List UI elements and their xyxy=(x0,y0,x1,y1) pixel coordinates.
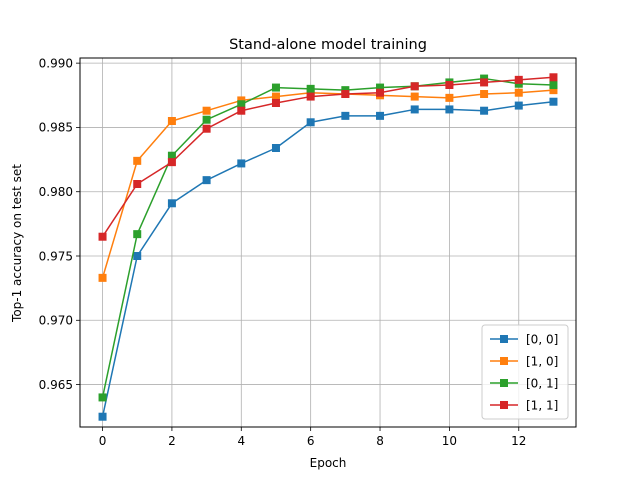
data-point xyxy=(167,199,176,208)
data-point xyxy=(202,124,211,133)
legend-marker xyxy=(500,401,508,409)
legend: [0, 0] [1, 0] [0, 1] [1, 1] xyxy=(481,324,569,420)
y-tick-label: 0.970 xyxy=(39,314,73,328)
data-point xyxy=(480,106,489,115)
data-point xyxy=(549,73,558,82)
data-point xyxy=(514,75,523,84)
data-point xyxy=(98,412,107,421)
data-point xyxy=(98,232,107,241)
legend-item: [1, 0] xyxy=(490,354,558,368)
plot-frame xyxy=(79,57,577,428)
data-point xyxy=(133,156,142,165)
data-point xyxy=(237,159,246,168)
data-point xyxy=(445,105,454,114)
data-point xyxy=(202,106,211,115)
legend-marker xyxy=(500,335,508,343)
y-tick-label: 0.965 xyxy=(39,378,73,392)
data-point xyxy=(445,81,454,89)
y-tick-label: 0.980 xyxy=(39,185,73,199)
data-point xyxy=(237,100,246,109)
data-point xyxy=(410,92,419,101)
series-line xyxy=(101,89,554,279)
legend-label: [1, 1] xyxy=(526,398,558,412)
data-point xyxy=(549,81,558,89)
data-point xyxy=(202,176,211,185)
data-point xyxy=(271,92,280,101)
data-point xyxy=(167,117,176,125)
data-point xyxy=(549,97,558,106)
legend-label: [1, 0] xyxy=(526,354,558,368)
x-tick-label: 0 xyxy=(99,434,107,448)
data-point xyxy=(271,144,280,152)
data-point xyxy=(341,111,350,120)
legend-box xyxy=(481,324,569,420)
legend-item: [0, 0] xyxy=(490,332,558,346)
x-tick-label: 6 xyxy=(307,434,315,448)
data-point xyxy=(514,101,523,110)
x-axis-label: Epoch xyxy=(310,456,347,470)
legend-item: [1, 1] xyxy=(490,398,558,412)
y-tick-label: 0.985 xyxy=(39,121,73,135)
series-layer xyxy=(98,73,558,421)
data-point xyxy=(480,78,489,87)
data-point xyxy=(306,92,315,101)
data-point xyxy=(271,99,280,107)
data-point xyxy=(133,230,142,239)
data-point xyxy=(376,83,385,92)
data-point xyxy=(376,88,385,97)
data-point xyxy=(98,273,107,282)
data-point xyxy=(167,151,176,160)
x-tick-label: 12 xyxy=(511,434,526,448)
y-axis: 0.965 0.970 0.975 0.980 0.985 0.990 xyxy=(39,56,80,392)
data-point xyxy=(410,82,419,91)
data-point xyxy=(237,106,246,115)
x-tick-label: 2 xyxy=(168,434,176,448)
data-point xyxy=(410,105,419,114)
x-tick-label: 10 xyxy=(442,434,457,448)
data-point xyxy=(445,93,454,102)
data-point xyxy=(133,252,142,260)
series-line xyxy=(101,77,554,398)
legend-item: [0, 1] xyxy=(490,376,558,390)
data-point xyxy=(306,118,315,127)
data-point xyxy=(202,115,211,124)
data-point xyxy=(271,83,280,92)
x-tick-label: 4 xyxy=(237,434,245,448)
legend-marker xyxy=(500,379,508,387)
data-point xyxy=(341,90,350,98)
data-point xyxy=(133,180,142,188)
y-tick-label: 0.975 xyxy=(39,249,73,263)
series-line xyxy=(101,76,554,238)
series-line xyxy=(101,100,554,417)
data-point xyxy=(376,111,385,120)
x-axis: 0 2 4 6 8 10 12 xyxy=(99,427,526,448)
legend-label: [0, 0] xyxy=(526,332,558,346)
y-axis-label: Top-1 accuracy on test set xyxy=(10,164,24,323)
data-point xyxy=(549,86,558,95)
series-4 xyxy=(98,73,558,241)
data-point xyxy=(480,90,489,98)
x-tick-label: 8 xyxy=(376,434,384,448)
chart-title: Stand-alone model training xyxy=(229,37,427,53)
data-point xyxy=(98,393,107,402)
series-1 xyxy=(98,97,558,421)
legend-marker xyxy=(500,357,508,365)
legend-label: [0, 1] xyxy=(526,376,558,390)
y-tick-label: 0.990 xyxy=(39,56,73,70)
data-point xyxy=(514,88,523,97)
data-point xyxy=(306,84,315,93)
grid xyxy=(80,58,576,427)
data-point xyxy=(167,158,176,167)
